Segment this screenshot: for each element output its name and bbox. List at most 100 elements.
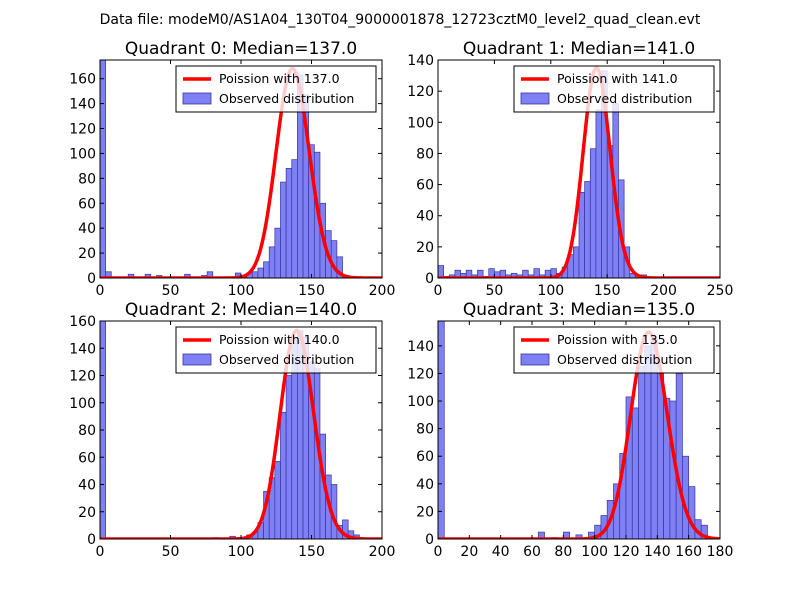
x-tick-label: 100 bbox=[537, 283, 564, 299]
y-tick-label: 120 bbox=[407, 84, 434, 100]
x-tick-label: 100 bbox=[581, 544, 608, 560]
y-tick-label: 140 bbox=[407, 53, 434, 69]
legend-label-fit: Poission with 140.0 bbox=[219, 332, 340, 347]
x-tick-label: 150 bbox=[298, 283, 325, 299]
legend-label-fit: Poission with 141.0 bbox=[557, 71, 678, 86]
histogram-bar bbox=[257, 267, 264, 278]
y-tick-label: 160 bbox=[69, 72, 96, 88]
x-tick-label: 60 bbox=[523, 544, 541, 560]
y-tick-label: 60 bbox=[416, 178, 434, 194]
y-tick-label: 160 bbox=[69, 314, 96, 330]
y-tick-label: 40 bbox=[78, 478, 96, 494]
legend-label-observed: Observed distribution bbox=[219, 352, 354, 367]
histogram-bar bbox=[274, 460, 281, 539]
histogram-bar bbox=[589, 148, 597, 278]
y-tick-label: 120 bbox=[69, 122, 96, 138]
axes-frame bbox=[437, 320, 721, 540]
legend-label-fit: Poission with 137.0 bbox=[219, 71, 340, 86]
histogram-bar bbox=[100, 60, 106, 278]
histogram-bar bbox=[263, 261, 270, 278]
y-tick-label: 0 bbox=[87, 532, 96, 548]
histogram-bar bbox=[268, 246, 276, 278]
y-tick-label: 140 bbox=[69, 97, 96, 113]
y-tick-label: 120 bbox=[407, 366, 434, 382]
legend-bar-swatch bbox=[182, 353, 212, 366]
x-tick-label: 200 bbox=[369, 544, 396, 560]
histogram-bar bbox=[578, 192, 585, 278]
panel-title: Quadrant 1: Median=141.0 bbox=[463, 39, 695, 59]
x-tick-label: 250 bbox=[707, 283, 734, 299]
plot-quadrant-1: 0 50 100 150 200 250 0 20 40 60 80 100 120 140 Quadran… bbox=[407, 39, 733, 299]
legend: Poission with 135.0 Observed distribution bbox=[513, 326, 715, 374]
histogram-bar bbox=[595, 109, 602, 278]
y-tick-label: 120 bbox=[69, 369, 96, 385]
histogram-bar bbox=[575, 534, 583, 539]
panel-title: Quadrant 2: Median=140.0 bbox=[125, 300, 357, 320]
histogram-bar bbox=[251, 271, 259, 278]
x-tick-label: 40 bbox=[492, 544, 510, 560]
histogram-bar bbox=[644, 345, 652, 539]
axes-frame bbox=[437, 59, 721, 279]
histogram-bar bbox=[274, 227, 281, 278]
y-tick-label: 80 bbox=[78, 171, 96, 187]
histogram-bar bbox=[280, 181, 287, 278]
histogram-bar bbox=[280, 411, 287, 539]
panel-title: Quadrant 3: Median=135.0 bbox=[463, 300, 695, 320]
legend-bar-swatch bbox=[520, 353, 550, 366]
y-tick-label: 80 bbox=[78, 423, 96, 439]
histogram-bar bbox=[465, 269, 473, 278]
legend-label-fit: Poission with 135.0 bbox=[557, 332, 678, 347]
plot-area bbox=[438, 66, 720, 278]
y-tick-label: 20 bbox=[78, 246, 96, 262]
x-tick-label: 200 bbox=[650, 283, 677, 299]
y-tick-label: 140 bbox=[69, 341, 96, 357]
histogram-bar bbox=[573, 246, 580, 278]
y-tick-label: 140 bbox=[407, 339, 434, 355]
x-tick-label: 120 bbox=[613, 544, 640, 560]
x-tick-label: 150 bbox=[298, 544, 325, 560]
legend-label-observed: Observed distribution bbox=[557, 352, 692, 367]
y-tick-label: 100 bbox=[69, 396, 96, 412]
x-tick-label: 20 bbox=[460, 544, 478, 560]
plot-quadrant-2: 0 50 100 150 200 0 20 40 60 80 100 120 140 160 Quadran… bbox=[69, 300, 395, 560]
plot-quadrant-3: 0 20 40 60 80 100 120 140 160 1800204060801001201… bbox=[407, 300, 733, 560]
histogram-bar bbox=[584, 181, 591, 278]
y-tick-label: 80 bbox=[416, 146, 434, 162]
histogram-bar bbox=[656, 373, 664, 539]
histogram-bar bbox=[438, 321, 445, 539]
poisson-fit-line bbox=[438, 66, 720, 278]
x-tick-label: 50 bbox=[162, 544, 180, 560]
x-tick-label: 0 bbox=[434, 544, 443, 560]
histogram-bar bbox=[675, 373, 683, 539]
x-tick-label: 100 bbox=[228, 544, 255, 560]
y-tick-label: 60 bbox=[78, 450, 96, 466]
x-tick-label: 0 bbox=[96, 544, 105, 560]
legend-box bbox=[513, 326, 715, 374]
histogram-bar bbox=[688, 486, 696, 539]
plot-quadrant-0: 0 50 100 150 200 0 20 40 60 80 100 120 140 160 Quadran… bbox=[69, 39, 395, 299]
legend: Poission with 137.0 Observed distribution bbox=[175, 65, 377, 113]
figure-title: Data file: modeM0/AS1A04_130T04_90000018… bbox=[100, 12, 701, 28]
x-tick-label: 200 bbox=[369, 283, 396, 299]
y-tick-label: 80 bbox=[416, 422, 434, 438]
histogram-bar bbox=[285, 168, 293, 278]
x-tick-label: 100 bbox=[228, 283, 255, 299]
histogram-bar bbox=[477, 269, 484, 278]
y-tick-label: 60 bbox=[78, 196, 96, 212]
x-tick-label: 50 bbox=[162, 283, 180, 299]
panel-title: Quadrant 0: Median=137.0 bbox=[125, 39, 357, 59]
legend-label-observed: Observed distribution bbox=[219, 91, 354, 106]
histogram-bar bbox=[291, 159, 298, 278]
y-tick-label: 0 bbox=[87, 271, 96, 287]
histogram-bar bbox=[499, 269, 507, 278]
y-tick-label: 0 bbox=[425, 532, 434, 548]
y-tick-label: 60 bbox=[416, 449, 434, 465]
y-tick-label: 100 bbox=[407, 115, 434, 131]
histogram-bar bbox=[438, 265, 444, 278]
y-tick-label: 100 bbox=[407, 394, 434, 410]
y-tick-label: 40 bbox=[78, 221, 96, 237]
y-tick-label: 20 bbox=[416, 504, 434, 520]
histogram-bar bbox=[522, 269, 529, 278]
x-tick-label: 0 bbox=[434, 283, 443, 299]
y-tick-label: 100 bbox=[69, 146, 96, 162]
